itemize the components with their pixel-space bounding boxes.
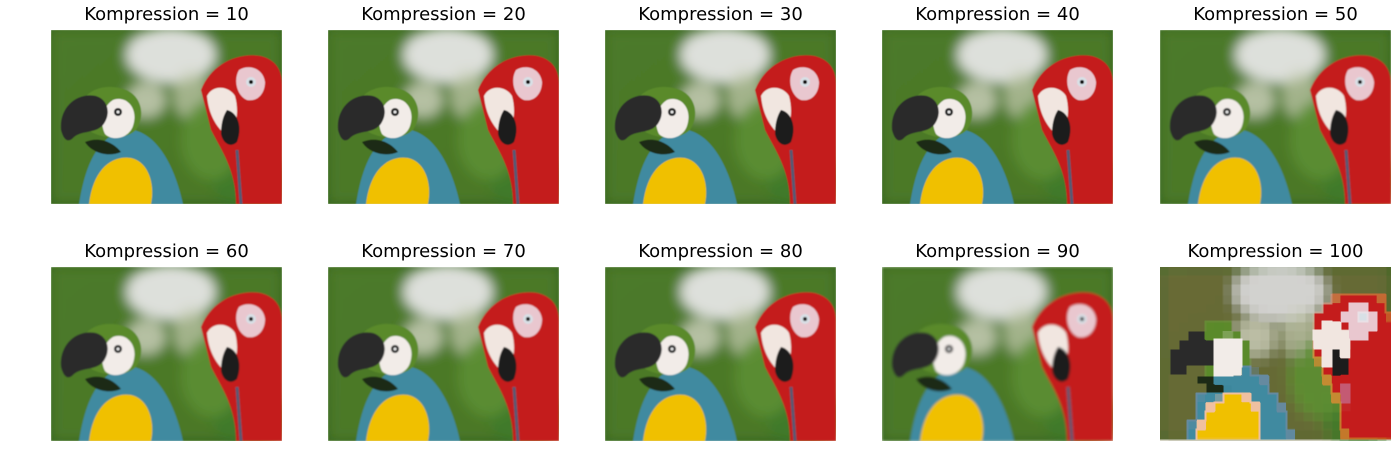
parrot-photo	[882, 30, 1113, 204]
parrot-image	[51, 267, 282, 441]
panel-title: Kompression = 10	[84, 4, 249, 25]
panel-title: Kompression = 40	[915, 4, 1080, 25]
parrot-photo	[1160, 30, 1391, 204]
panel-title: Kompression = 70	[361, 241, 526, 262]
parrot-photo	[605, 267, 836, 441]
parrot-image	[882, 267, 1113, 441]
parrot-photo	[328, 267, 559, 441]
parrot-image	[1160, 30, 1391, 204]
panel-title: Kompression = 30	[638, 4, 803, 25]
parrot-image	[605, 267, 836, 441]
parrot-image	[328, 30, 559, 204]
parrot-photo	[328, 30, 559, 204]
parrot-photo	[51, 267, 282, 441]
panel-title: Kompression = 60	[84, 241, 249, 262]
parrot-photo	[1160, 267, 1391, 441]
parrot-photo	[51, 30, 282, 204]
parrot-image	[882, 30, 1113, 204]
parrot-photo	[882, 267, 1113, 441]
panel-title: Kompression = 50	[1193, 4, 1358, 25]
parrot-image	[328, 267, 559, 441]
parrot-image	[51, 30, 282, 204]
panel-title: Kompression = 80	[638, 241, 803, 262]
panel-title: Kompression = 20	[361, 4, 526, 25]
panel-title: Kompression = 90	[915, 241, 1080, 262]
parrot-image	[605, 30, 836, 204]
parrot-image	[1160, 267, 1391, 441]
parrot-photo	[605, 30, 836, 204]
panel-title: Kompression = 100	[1187, 241, 1364, 262]
